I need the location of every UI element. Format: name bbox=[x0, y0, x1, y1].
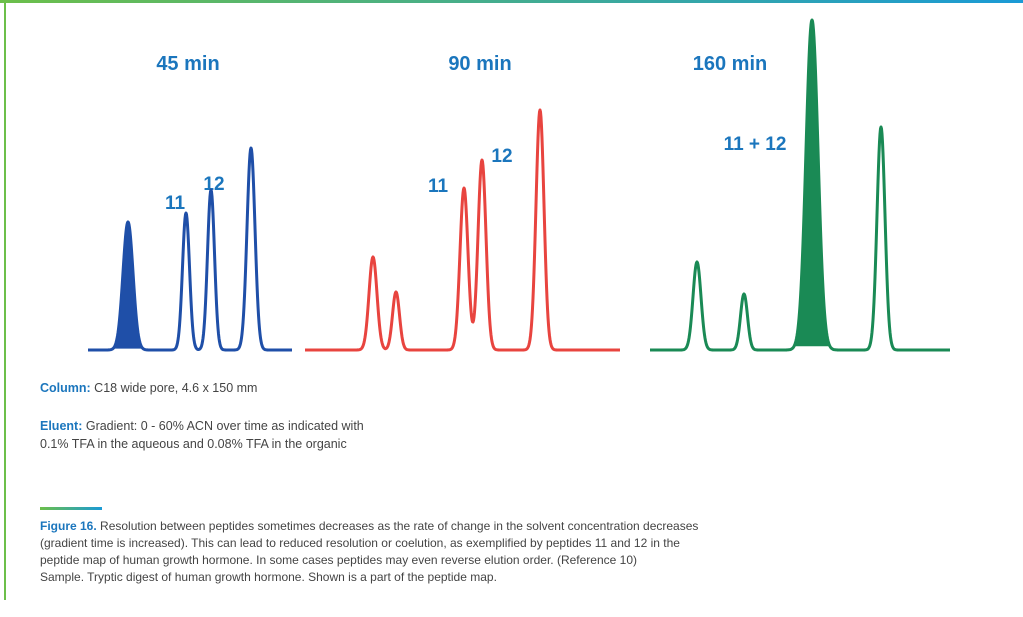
peak-label: 11 bbox=[165, 193, 186, 214]
caption-label: Figure 16. bbox=[40, 519, 97, 533]
peak-label: 12 bbox=[203, 174, 224, 195]
caption-line: (gradient time is increased). This can l… bbox=[40, 536, 680, 550]
top-border bbox=[0, 0, 1023, 3]
filled-peak bbox=[113, 222, 143, 349]
peak-label: 11 + 12 bbox=[724, 134, 787, 155]
panel-title: 90 min bbox=[448, 53, 511, 75]
trace bbox=[304, 108, 621, 352]
left-border bbox=[4, 0, 6, 600]
condition: Column: C18 wide pore, 4.6 x 150 mm bbox=[40, 381, 257, 395]
condition-text: Gradient: 0 - 60% ACN over time as indic… bbox=[86, 419, 364, 433]
chromatograms bbox=[87, 18, 951, 352]
condition-text: 0.1% TFA in the aqueous and 0.08% TFA in… bbox=[40, 437, 347, 451]
caption-line: Resolution between peptides sometimes de… bbox=[100, 519, 698, 533]
trace bbox=[87, 146, 293, 352]
condition-text: C18 wide pore, 4.6 x 150 mm bbox=[94, 381, 257, 395]
peak-label: 11 bbox=[428, 176, 449, 197]
panel-title: 160 min bbox=[693, 53, 767, 75]
caption-line: Sample. Tryptic digest of human growth h… bbox=[40, 570, 497, 584]
caption-rule bbox=[40, 507, 102, 510]
panel-title: 45 min bbox=[156, 53, 219, 75]
condition-label: Column: bbox=[40, 381, 91, 395]
caption-line: peptide map of human growth hormone. In … bbox=[40, 553, 637, 567]
caption: Figure 16. Resolution between peptides s… bbox=[40, 519, 698, 533]
filled-peak bbox=[794, 20, 830, 347]
peak-label: 12 bbox=[491, 146, 512, 167]
condition-label: Eluent: bbox=[40, 419, 82, 433]
condition: Eluent: Gradient: 0 - 60% ACN over time … bbox=[40, 419, 364, 433]
